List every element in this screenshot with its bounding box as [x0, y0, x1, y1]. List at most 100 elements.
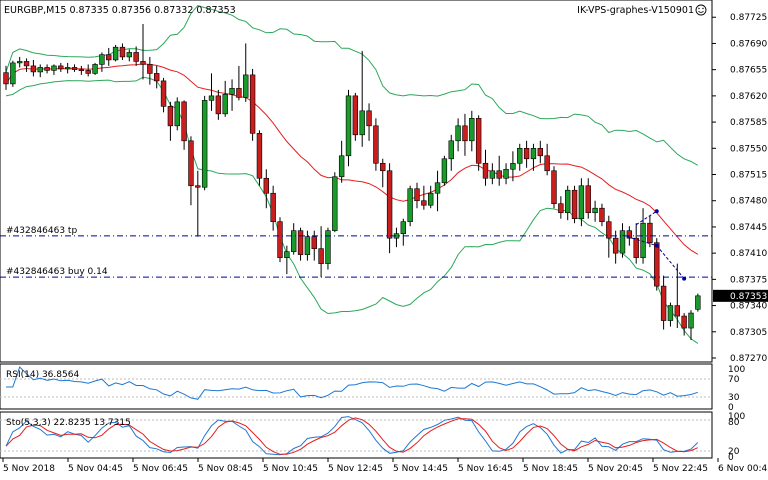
sto-tick-100: 100: [728, 412, 745, 422]
candle-body: [229, 88, 235, 95]
candle-body: [174, 101, 180, 127]
candle-body: [10, 62, 16, 85]
candle-body: [681, 315, 687, 329]
candle-body: [455, 125, 461, 142]
candle-body: [434, 182, 441, 194]
price-tick-label: 0.87410: [730, 249, 767, 259]
candle-body: [530, 147, 537, 160]
trade-link: [622, 234, 657, 247]
candle-body: [304, 236, 311, 255]
candle-body: [578, 185, 585, 219]
candle-body: [160, 80, 167, 107]
candle-body: [667, 305, 674, 321]
candle-body: [633, 237, 639, 258]
candle-body: [92, 64, 98, 74]
candle-body: [71, 67, 78, 70]
candle-body: [154, 73, 160, 82]
candle-body: [482, 162, 489, 179]
rsi-label: RSI(14) 36.8564: [6, 370, 79, 380]
candle-body: [660, 285, 667, 321]
candle-body: [427, 192, 434, 206]
time-tick-label: 5 Nov 18:45: [523, 464, 578, 474]
candle-body: [311, 236, 317, 249]
candle-body: [688, 312, 694, 329]
price-tick-label: 0.87375: [730, 275, 767, 285]
symbol-header: EURGBP,M15 0.87335 0.87356 0.87332 0.873…: [4, 5, 236, 16]
candle-body: [112, 46, 119, 61]
order-lines: #432846463 tp #432846463 buy 0.14: [0, 226, 712, 278]
candle-body: [201, 100, 208, 188]
time-tick-label: 5 Nov 22:45: [653, 464, 708, 474]
rsi-tick-100: 100: [728, 365, 745, 375]
rsi-tick-0: 0: [728, 403, 734, 413]
price-tick-label: 0.87585: [730, 118, 767, 128]
candle-body: [517, 147, 523, 164]
candle-body: [16, 61, 23, 64]
candle-body: [400, 221, 406, 234]
candle-body: [612, 237, 619, 254]
candle-body: [85, 70, 91, 74]
candle-body: [606, 221, 612, 239]
candle-body: [599, 207, 605, 222]
buy-line-label: #432846463 buy 0.14: [6, 267, 108, 277]
candle-body: [496, 170, 502, 179]
candle-body: [585, 185, 591, 214]
candle-body: [167, 106, 174, 127]
candle-body: [243, 74, 249, 98]
sto-tick-20: 20: [728, 447, 740, 457]
time-tick-label: 5 Nov 20:45: [588, 464, 643, 474]
trade-link: [635, 210, 658, 226]
trade-arrows: [622, 209, 687, 281]
candle-body: [345, 95, 352, 157]
candle-body: [290, 230, 297, 252]
tp-line-label: #432846463 tp: [6, 226, 77, 236]
candle-body: [284, 251, 290, 258]
time-tick-label: 5 Nov 14:45: [393, 464, 448, 474]
candle-body: [352, 95, 359, 136]
candle-body: [222, 94, 228, 115]
candle-body: [58, 65, 64, 70]
price-tick-label: 0.87690: [730, 39, 767, 49]
candle-body: [640, 222, 646, 258]
time-tick-label: 5 Nov 16:45: [458, 464, 513, 474]
candle-body: [140, 61, 146, 65]
current-price-label: 0.87353: [730, 292, 767, 302]
candle-body: [510, 162, 516, 170]
candle-body: [592, 207, 598, 214]
candle-body: [523, 147, 530, 160]
candle-body: [263, 177, 269, 194]
time-tick-label: 6 Nov 00:45: [718, 464, 768, 474]
candle-body: [3, 72, 9, 85]
candle-body: [619, 230, 626, 254]
candle-body: [249, 74, 256, 134]
candle-body: [106, 54, 112, 61]
candle-body: [51, 65, 57, 71]
price-pane: #432846463 tp #432846463 buy 0.14 EURGBP…: [0, 0, 713, 363]
candle-body: [674, 305, 681, 317]
candle-body: [421, 200, 427, 206]
price-axis: 0.87725 0.87690 0.87655 0.87620 0.87585 0.875…: [712, 13, 767, 364]
time-tick-label: 5 Nov 08:45: [198, 464, 253, 474]
smiley-icon: [695, 4, 707, 16]
candle-body: [126, 52, 133, 58]
candle-body: [537, 147, 544, 157]
candle-body: [188, 140, 194, 187]
candle-body: [489, 170, 496, 179]
candle-body: [414, 188, 420, 202]
price-tick-label: 0.87445: [730, 223, 767, 233]
candle-body: [99, 54, 105, 65]
price-tick-label: 0.87305: [730, 328, 767, 338]
price-tick-label: 0.87515: [730, 171, 767, 181]
rsi-tick-70: 70: [728, 375, 740, 385]
candle-body: [571, 189, 578, 219]
candle-body: [475, 118, 482, 164]
time-tick-label: 5 Nov 10:45: [263, 464, 318, 474]
time-axis: 5 Nov 2018 5 Nov 04:45 5 Nov 06:45 5 Nov 08…: [2, 458, 768, 474]
candle-body: [133, 52, 139, 62]
sto-tick-0: 0: [728, 453, 734, 463]
trade-arrow: [654, 209, 659, 214]
candle-body: [325, 230, 331, 264]
candle-body: [359, 110, 365, 136]
candle-body: [551, 170, 557, 205]
candle-body: [373, 125, 379, 164]
